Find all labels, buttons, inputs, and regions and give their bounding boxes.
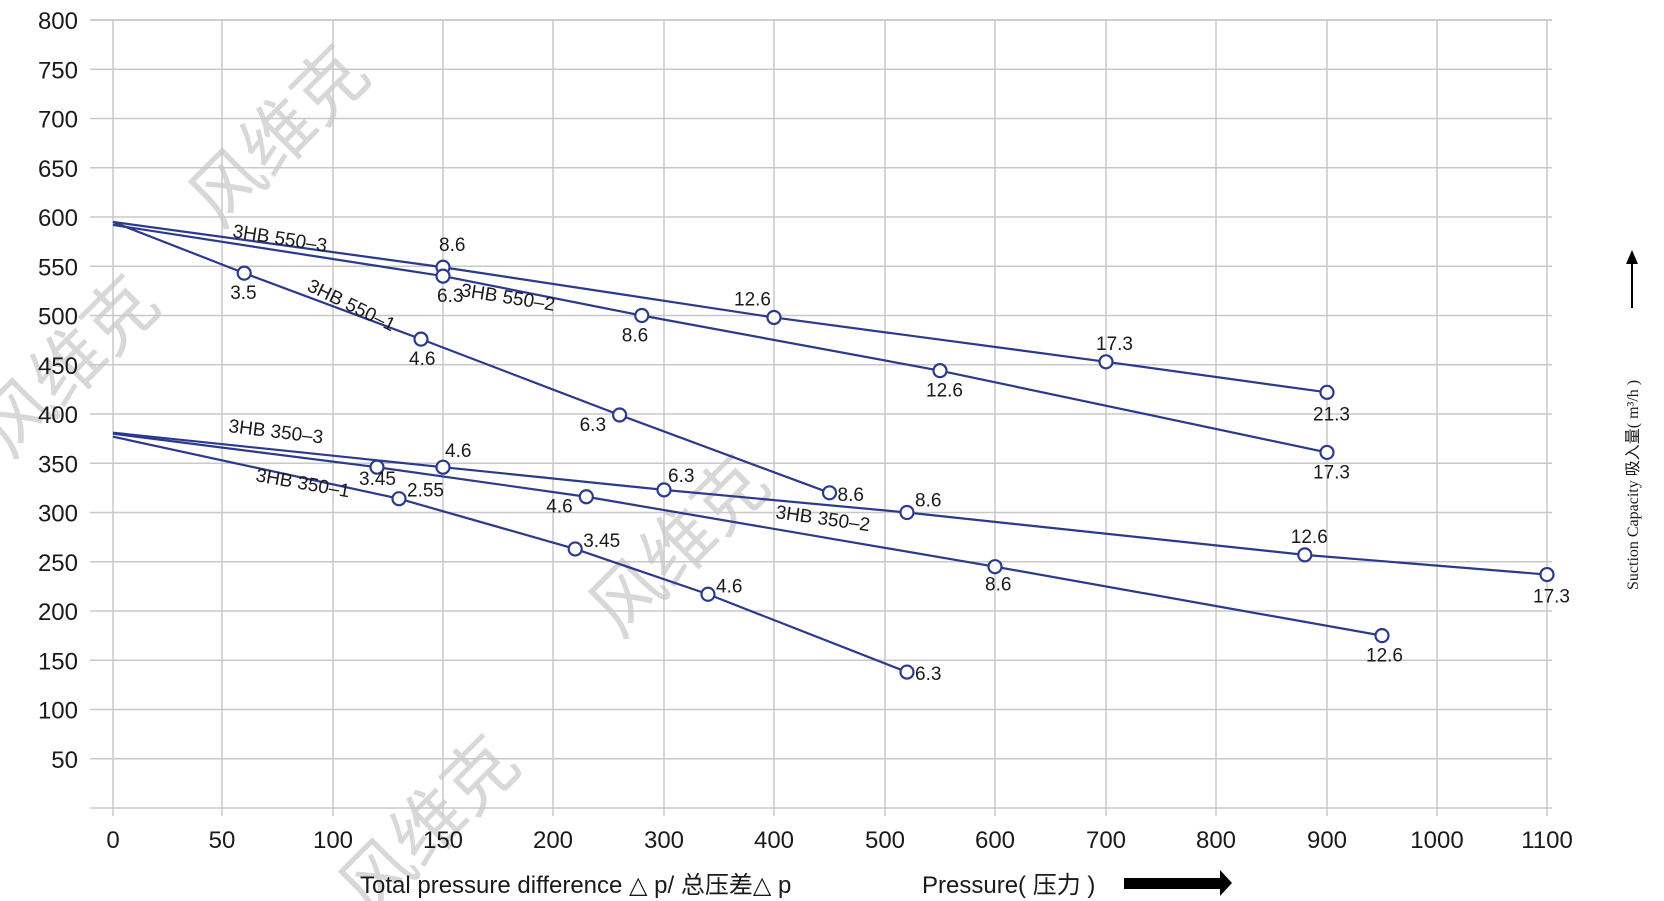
data-point-marker: [899, 504, 915, 521]
x-tick-label: 400: [754, 827, 794, 854]
y-tick-label: 250: [38, 550, 78, 577]
data-point-label: 17.3: [1096, 334, 1133, 355]
data-point-marker: [932, 363, 948, 379]
series-name-label: 3HB 550–1: [304, 276, 399, 337]
data-point-marker: [567, 541, 583, 557]
data-point-marker: [435, 268, 451, 284]
data-point-label: 2.55: [407, 481, 444, 502]
series-line: [112, 435, 908, 674]
data-point-label: 6.3: [668, 466, 694, 487]
x-tick-label: 700: [1086, 827, 1126, 854]
data-point-label: 4.6: [445, 441, 471, 462]
y-tick-label: 350: [38, 451, 78, 478]
y-tick-label: 600: [38, 205, 78, 232]
data-point-marker: [1539, 566, 1555, 583]
data-point-label: 3.45: [359, 469, 396, 490]
data-point-label: 8.6: [985, 575, 1011, 596]
data-point-marker: [1319, 384, 1335, 400]
data-point-marker: [1297, 547, 1313, 563]
y-tick-label: 700: [38, 107, 78, 134]
x-axis-ticks: 0 50 100 150 200 300 400 500 600 700 800 900 1000 110…: [106, 827, 1572, 854]
data-point-marker: [821, 485, 838, 501]
series-name-label: 3HB 350–1: [254, 465, 351, 502]
data-point-label: 3.5: [230, 283, 256, 304]
data-point-marker: [899, 664, 915, 680]
data-point-label: 3.45: [583, 531, 620, 552]
data-point-marker: [413, 331, 429, 347]
data-point-marker: [656, 482, 672, 498]
data-point-label: 12.6: [1291, 527, 1328, 548]
watermark-text: 风维克: [0, 260, 175, 472]
data-point-label: 12.6: [1366, 646, 1403, 667]
x-tick-label: 500: [865, 827, 905, 854]
x-tick-label: 0: [106, 827, 119, 854]
x-tick-label: 1000: [1410, 827, 1463, 854]
data-point-label: 17.3: [1313, 462, 1350, 483]
data-point-marker: [391, 491, 407, 507]
y-tick-label: 400: [38, 402, 78, 429]
y-tick-label: 200: [38, 599, 78, 626]
data-point-marker: [611, 407, 628, 423]
y-tick-label: 450: [38, 353, 78, 380]
x-tick-label: 100: [313, 827, 353, 854]
series-name-label: 3HB 550–2: [459, 280, 556, 316]
y-tick-label: 300: [38, 501, 78, 528]
up-arrow-icon: [1626, 250, 1638, 308]
data-point-label: 8.6: [915, 491, 941, 512]
y-tick-label: 550: [38, 254, 78, 281]
data-point-label: 4.6: [716, 576, 742, 597]
y-tick-label: 50: [51, 747, 78, 774]
series-line: [112, 431, 1548, 576]
y-axis-title: Suction Capacity 吸入量( m³/h ): [1625, 380, 1642, 590]
x-tick-label: 1100: [1521, 827, 1573, 854]
x-tick-label: 150: [423, 827, 463, 854]
y-tick-label: 650: [38, 156, 78, 183]
y-axis-ticks: 50 100 150 200 250 300 350 400 450 500 550 600 650 70…: [38, 8, 78, 774]
x-tick-label: 900: [1307, 827, 1347, 854]
data-point-label: 17.3: [1533, 587, 1570, 608]
data-point-marker: [1098, 354, 1114, 370]
x-tick-label: 300: [644, 827, 684, 854]
data-point-marker: [634, 307, 650, 324]
data-point-marker: [766, 309, 782, 326]
data-point-label: 8.6: [838, 485, 864, 506]
data-point-label: 21.3: [1313, 404, 1350, 425]
x-tick-label: 200: [533, 827, 573, 854]
data-point-label: 6.3: [437, 286, 463, 307]
data-point-marker: [1319, 444, 1335, 461]
y-tick-label: 500: [38, 304, 78, 331]
data-point-label: 4.6: [409, 349, 435, 370]
data-point-marker: [1374, 628, 1390, 644]
y-tick-label: 100: [38, 698, 78, 725]
data-point-marker: [987, 559, 1003, 575]
data-point-label: 12.6: [926, 381, 963, 402]
data-point-marker: [236, 265, 252, 281]
right-arrow-icon: [1124, 870, 1232, 896]
data-point-marker: [369, 459, 385, 475]
data-points: [236, 259, 1555, 680]
data-point-label: 12.6: [734, 289, 771, 310]
y-tick-label: 800: [38, 8, 78, 35]
x-tick-label: 800: [1196, 827, 1236, 854]
y-tick-label: 150: [38, 648, 78, 675]
data-point-marker: [700, 586, 716, 602]
x-tick-label: 600: [975, 827, 1015, 854]
data-point-label: 6.3: [915, 664, 941, 685]
data-point-marker: [435, 459, 451, 475]
y-tick-label: 750: [38, 57, 78, 84]
x-axis-title-pressure: Pressure( 压力 ): [922, 872, 1095, 899]
data-point-marker: [578, 489, 594, 505]
x-tick-label: 50: [209, 827, 236, 854]
data-point-label: 8.6: [439, 235, 465, 256]
data-point-label: 6.3: [580, 415, 606, 436]
x-axis-title: Total pressure difference △ p/ 总压差△ p: [360, 872, 791, 899]
series-line: [112, 223, 1328, 454]
watermark-text: 风维克: [173, 30, 385, 242]
data-point-label: 8.6: [622, 326, 648, 347]
data-point-label: 4.6: [546, 497, 572, 518]
grid: [90, 19, 1552, 816]
series-name-label: 3HB 350–3: [227, 416, 324, 448]
